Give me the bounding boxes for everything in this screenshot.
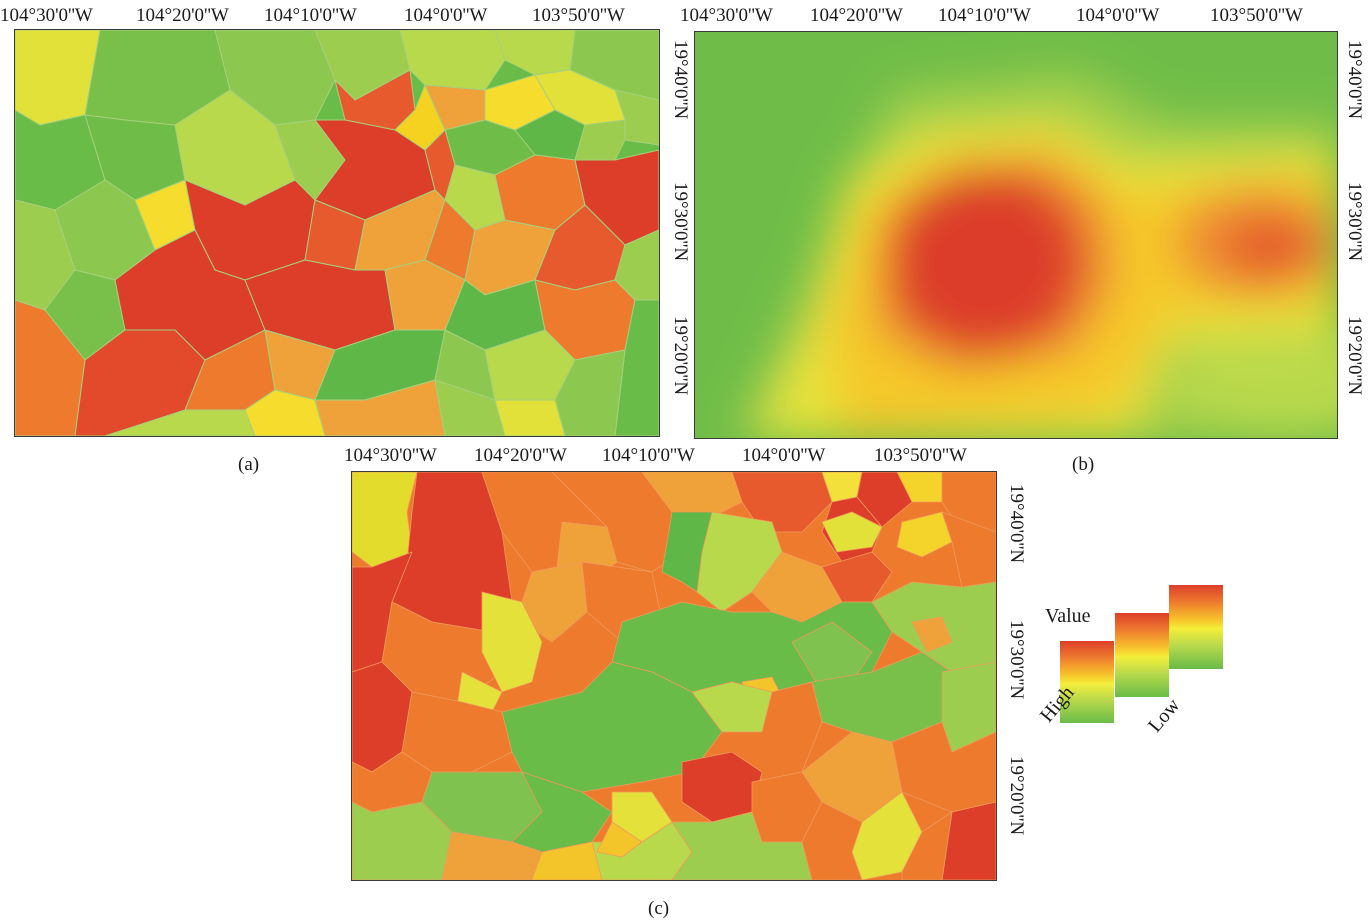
legend-title: Value [1045, 605, 1091, 627]
lon-tick-c-1: 104°30'0''W [344, 445, 437, 466]
lat-tick-a-1: 19°40'0''N [670, 40, 691, 120]
lon-tick-b-4: 104°0'0''W [1076, 5, 1160, 26]
panel-caption-b: (b) [1072, 454, 1095, 475]
legend-ramp-b [1115, 613, 1169, 697]
lon-tick-c-2: 104°20'0''W [474, 445, 567, 466]
lat-tick-b-1: 19°40'0''N [1344, 40, 1365, 120]
voronoi-map-a [15, 30, 659, 436]
lat-tick-c-1: 19°40'0''N [1006, 484, 1027, 564]
catchment-map-c [352, 472, 996, 880]
lon-tick-a-3: 104°10'0''W [264, 5, 357, 26]
lon-tick-a-5: 103°50'0''W [532, 5, 625, 26]
lat-tick-c-2: 19°30'0''N [1006, 620, 1027, 700]
lat-tick-a-2: 19°30'0''N [670, 182, 691, 262]
legend-ramp-c [1169, 585, 1223, 669]
map-panel-a [14, 29, 660, 437]
lon-tick-c-4: 104°0'0''W [742, 445, 826, 466]
lat-tick-a-3: 19°20'0''N [670, 316, 691, 396]
lon-tick-b-2: 104°20'0''W [810, 5, 903, 26]
map-panel-c [351, 471, 997, 881]
lat-tick-c-3: 19°20'0''N [1006, 756, 1027, 836]
lon-tick-c-3: 104°10'0''W [602, 445, 695, 466]
lon-tick-a-4: 104°0'0''W [404, 5, 488, 26]
map-panel-b [694, 31, 1338, 439]
lon-tick-b-1: 104°30'0''W [680, 5, 773, 26]
lat-tick-b-3: 19°20'0''N [1344, 316, 1365, 396]
lon-tick-a-2: 104°20'0''W [136, 5, 229, 26]
panel-caption-c: (c) [648, 898, 670, 919]
lat-tick-b-2: 19°30'0''N [1344, 182, 1365, 262]
interpolated-surface-map-b [695, 32, 1337, 438]
lon-tick-a-1: 104°30'0''W [0, 5, 93, 26]
lon-tick-b-5: 103°50'0''W [1210, 5, 1303, 26]
lon-tick-c-5: 103°50'0''W [874, 445, 967, 466]
panel-caption-a: (a) [238, 454, 260, 475]
legend-low-label: Low [1143, 694, 1185, 737]
lon-tick-b-3: 104°10'0''W [938, 5, 1031, 26]
legend-ramp-a [1060, 641, 1114, 723]
